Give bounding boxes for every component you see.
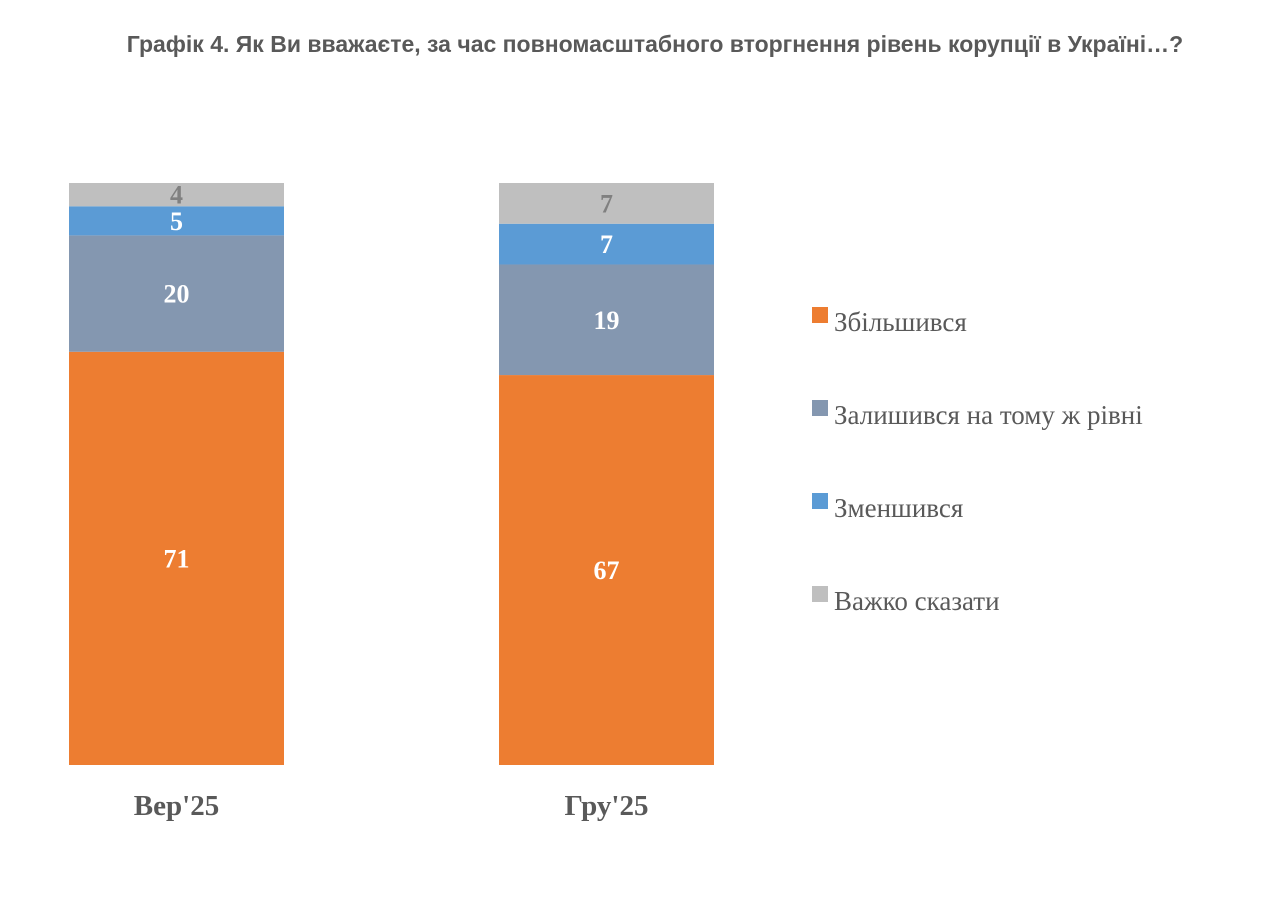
legend-swatch bbox=[812, 400, 828, 416]
category-label: Вер'25 bbox=[134, 790, 219, 822]
data-label: 20 bbox=[164, 280, 190, 309]
bar-segment bbox=[499, 264, 714, 376]
legend-label: Збільшився bbox=[834, 307, 967, 337]
bar-segment bbox=[69, 206, 284, 236]
legend-label: Залишився на тому ж рівні bbox=[834, 400, 1143, 430]
bar-segment bbox=[499, 223, 714, 265]
bar-segment bbox=[499, 375, 714, 765]
data-label: 7 bbox=[600, 189, 613, 218]
chart-title: Графік 4. Як Ви вважаєте, за час повнома… bbox=[126, 31, 1184, 57]
bar-segment bbox=[69, 183, 284, 207]
category-label: Гру'25 bbox=[565, 790, 649, 822]
data-label: 4 bbox=[170, 181, 183, 210]
data-label: 19 bbox=[594, 306, 620, 335]
legend-swatch bbox=[812, 493, 828, 509]
legend-label: Важко сказати bbox=[834, 586, 1000, 616]
legend-label: Зменшився bbox=[834, 493, 963, 523]
data-label: 67 bbox=[594, 556, 620, 585]
legend-swatch bbox=[812, 307, 828, 323]
data-label: 5 bbox=[170, 207, 183, 236]
bar-segment bbox=[69, 235, 284, 352]
bar-segment bbox=[69, 351, 284, 765]
data-label: 7 bbox=[600, 230, 613, 259]
data-label: 71 bbox=[164, 544, 190, 573]
legend-swatch bbox=[812, 586, 828, 602]
bar-segment bbox=[499, 183, 714, 224]
